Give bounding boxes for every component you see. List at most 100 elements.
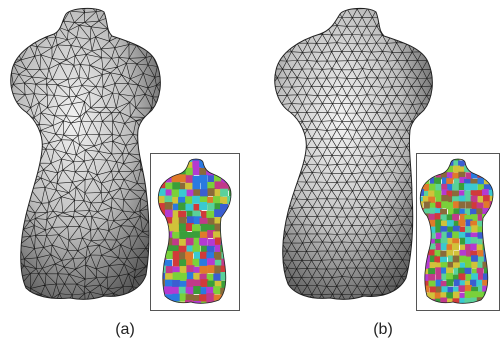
segment-patch <box>470 220 478 228</box>
segment-patch <box>158 167 167 176</box>
segment-patch <box>420 286 424 294</box>
segment-patch <box>420 268 424 276</box>
segment-patch <box>200 301 209 304</box>
segment-patch <box>447 298 455 304</box>
segment-patch <box>452 172 460 180</box>
segment-patch <box>420 196 424 204</box>
segment-patch <box>172 266 181 275</box>
segment-patch <box>236 189 239 197</box>
segment-patch <box>213 286 222 295</box>
segment-patch <box>158 230 167 239</box>
segment-patch <box>207 258 216 267</box>
segment-patch <box>172 231 181 240</box>
segment-patch <box>458 195 466 203</box>
segment-patch <box>494 287 499 294</box>
segment-patch <box>458 219 466 227</box>
segment-patch <box>158 216 160 225</box>
segment-patch <box>172 279 181 288</box>
segment-patch <box>440 171 448 179</box>
segment-patch <box>178 286 187 295</box>
segment-patch <box>199 258 208 267</box>
segment-patch <box>158 294 160 303</box>
segment-patch <box>428 249 436 257</box>
segment-patch <box>477 274 485 282</box>
segment-patch <box>165 273 174 282</box>
segment-patch <box>214 244 223 253</box>
segment-patch <box>193 307 201 310</box>
segment-patch <box>178 216 187 225</box>
segment-patch <box>423 208 431 216</box>
segment-patch <box>446 273 454 281</box>
segment-patch <box>458 267 466 275</box>
segment-patch <box>470 159 478 167</box>
segment-patch <box>489 304 496 310</box>
segment-patch <box>158 245 160 254</box>
segment-patch <box>179 252 188 261</box>
segment-patch <box>164 259 173 268</box>
segment-patch <box>193 286 202 295</box>
segment-patch <box>452 286 460 294</box>
segment-patch <box>206 300 215 304</box>
segment-patch <box>422 220 430 228</box>
segment-patch <box>459 190 467 198</box>
segment-patch <box>201 308 209 310</box>
segment-patch <box>186 245 195 254</box>
segment-patch <box>192 167 201 176</box>
segment-patch <box>435 219 443 227</box>
segment-patch <box>192 231 201 240</box>
segment-patch <box>483 171 491 179</box>
segment-patch <box>489 208 493 216</box>
segment-patch <box>489 261 493 269</box>
segment-patch <box>482 226 490 234</box>
segment-patch <box>441 273 449 281</box>
segment-patch <box>192 195 201 204</box>
segment-patch <box>428 159 436 161</box>
segment-patch <box>220 244 229 253</box>
segment-patch <box>477 159 485 161</box>
segment-patch <box>178 189 187 198</box>
segment-patch <box>206 210 215 219</box>
segment-patch <box>423 238 431 246</box>
segment-patch <box>158 286 159 295</box>
segment-patch <box>488 165 493 173</box>
segment-patch <box>420 226 424 234</box>
segment-patch <box>494 231 499 238</box>
segment-patch <box>428 273 436 281</box>
segment-patch <box>458 201 466 209</box>
segment-patch <box>446 178 454 186</box>
segment-patch <box>464 291 472 299</box>
segment-patch <box>453 165 461 173</box>
segment-patch <box>435 262 443 270</box>
segment-patch <box>470 250 478 258</box>
segment-patch <box>185 231 194 240</box>
segment-patch <box>221 294 230 303</box>
segment-patch <box>470 279 478 287</box>
segment-patch <box>172 224 181 233</box>
segment-patch <box>420 255 425 263</box>
segment-patch <box>158 279 160 288</box>
segment-patch <box>447 237 455 245</box>
segment-patch <box>158 237 166 246</box>
segment-patch <box>489 255 493 263</box>
segment-patch <box>494 214 499 221</box>
segment-patch <box>434 159 442 167</box>
segment-patch <box>441 177 449 185</box>
segment-patch <box>213 251 222 260</box>
segment-patch <box>458 231 466 239</box>
segment-patch <box>214 259 223 268</box>
segment-patch <box>459 305 466 310</box>
segment-patch <box>228 167 231 176</box>
segment-patch <box>158 209 159 218</box>
segment-patch <box>446 196 454 204</box>
panel-label-b: (b) <box>373 321 393 338</box>
segment-patch <box>440 280 448 288</box>
segment-patch <box>453 267 461 275</box>
segment-patch <box>483 195 491 203</box>
segment-patch <box>214 280 223 289</box>
segment-patch <box>495 197 499 204</box>
segment-patch <box>441 183 449 191</box>
segment-patch <box>193 294 202 303</box>
segment-patch <box>171 174 180 183</box>
segment-patch <box>464 297 472 304</box>
segment-patch <box>495 244 499 251</box>
